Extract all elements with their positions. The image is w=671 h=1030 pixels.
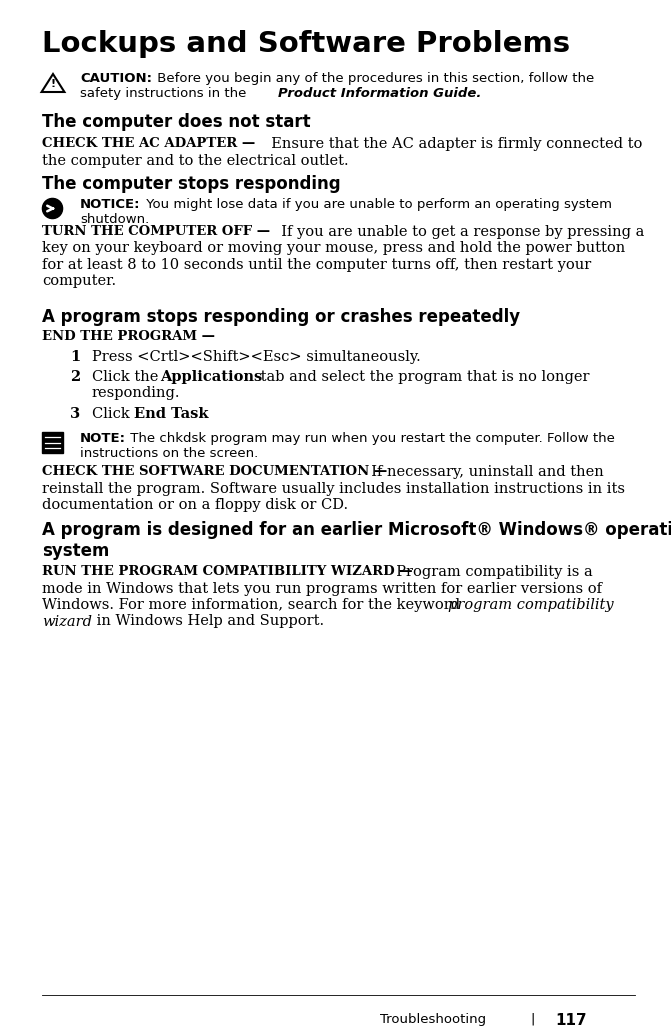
Text: 3: 3 <box>70 407 80 421</box>
Text: The chkdsk program may run when you restart the computer. Follow the: The chkdsk program may run when you rest… <box>126 432 615 445</box>
Text: A program is designed for an earlier Microsoft® Windows® operating: A program is designed for an earlier Mic… <box>42 521 671 539</box>
Text: reinstall the program. Software usually includes installation instructions in it: reinstall the program. Software usually … <box>42 481 625 495</box>
Text: If necessary, uninstall and then: If necessary, uninstall and then <box>362 465 604 479</box>
Text: wizard: wizard <box>42 615 92 628</box>
Text: Click: Click <box>92 407 134 421</box>
Text: safety instructions in the: safety instructions in the <box>80 88 251 101</box>
Text: NOTE:: NOTE: <box>80 432 126 445</box>
Text: key on your keyboard or moving your mouse, press and hold the power button: key on your keyboard or moving your mous… <box>42 241 625 255</box>
Text: Press <Crtl><Shift><Esc> simultaneously.: Press <Crtl><Shift><Esc> simultaneously. <box>92 350 421 364</box>
Text: A program stops responding or crashes repeatedly: A program stops responding or crashes re… <box>42 308 520 327</box>
Text: RUN THE PROGRAM COMPATIBILITY WIZARD —: RUN THE PROGRAM COMPATIBILITY WIZARD — <box>42 565 413 578</box>
Text: program compatibility: program compatibility <box>448 598 613 612</box>
Circle shape <box>42 199 62 218</box>
Text: Before you begin any of the procedures in this section, follow the: Before you begin any of the procedures i… <box>153 72 595 85</box>
Text: Click the: Click the <box>92 370 163 384</box>
Text: for at least 8 to 10 seconds until the computer turns off, then restart your: for at least 8 to 10 seconds until the c… <box>42 258 591 272</box>
Text: in Windows Help and Support.: in Windows Help and Support. <box>92 615 324 628</box>
Text: CAUTION:: CAUTION: <box>80 72 152 85</box>
Text: Windows. For more information, search for the keyword: Windows. For more information, search fo… <box>42 598 465 612</box>
Text: Product Information Guide.: Product Information Guide. <box>278 88 481 101</box>
Text: Lockups and Software Problems: Lockups and Software Problems <box>42 30 570 58</box>
Text: 117: 117 <box>555 1012 586 1028</box>
Text: The computer does not start: The computer does not start <box>42 113 311 131</box>
Text: system: system <box>42 543 109 560</box>
Text: Ensure that the AC adapter is firmly connected to: Ensure that the AC adapter is firmly con… <box>262 137 642 151</box>
Text: The computer stops responding: The computer stops responding <box>42 175 341 193</box>
Text: .: . <box>198 407 203 421</box>
Text: shutdown.: shutdown. <box>80 213 149 226</box>
Text: You might lose data if you are unable to perform an operating system: You might lose data if you are unable to… <box>142 198 613 211</box>
Text: If you are unable to get a response by pressing a: If you are unable to get a response by p… <box>272 225 644 239</box>
Text: responding.: responding. <box>92 386 180 401</box>
Text: |: | <box>530 1012 534 1026</box>
Text: computer.: computer. <box>42 275 116 288</box>
Text: Program compatibility is a: Program compatibility is a <box>387 565 592 579</box>
Text: instructions on the screen.: instructions on the screen. <box>80 447 258 460</box>
Text: 2: 2 <box>70 370 81 384</box>
Text: CHECK THE AC ADAPTER —: CHECK THE AC ADAPTER — <box>42 137 255 150</box>
Text: CHECK THE SOFTWARE DOCUMENTATION —: CHECK THE SOFTWARE DOCUMENTATION — <box>42 465 387 478</box>
Text: the computer and to the electrical outlet.: the computer and to the electrical outle… <box>42 153 349 168</box>
Text: 1: 1 <box>70 350 81 364</box>
Text: NOTICE:: NOTICE: <box>80 198 140 211</box>
Text: Applications: Applications <box>160 370 262 384</box>
Text: END THE PROGRAM —: END THE PROGRAM — <box>42 330 215 343</box>
Bar <box>42 432 63 453</box>
Text: End Task: End Task <box>134 407 209 421</box>
Text: documentation or on a floppy disk or CD.: documentation or on a floppy disk or CD. <box>42 497 348 512</box>
Text: !: ! <box>50 79 56 90</box>
Text: mode in Windows that lets you run programs written for earlier versions of: mode in Windows that lets you run progra… <box>42 582 602 595</box>
Text: Troubleshooting: Troubleshooting <box>380 1012 486 1026</box>
Text: tab and select the program that is no longer: tab and select the program that is no lo… <box>256 370 590 384</box>
Text: TURN THE COMPUTER OFF —: TURN THE COMPUTER OFF — <box>42 225 270 238</box>
